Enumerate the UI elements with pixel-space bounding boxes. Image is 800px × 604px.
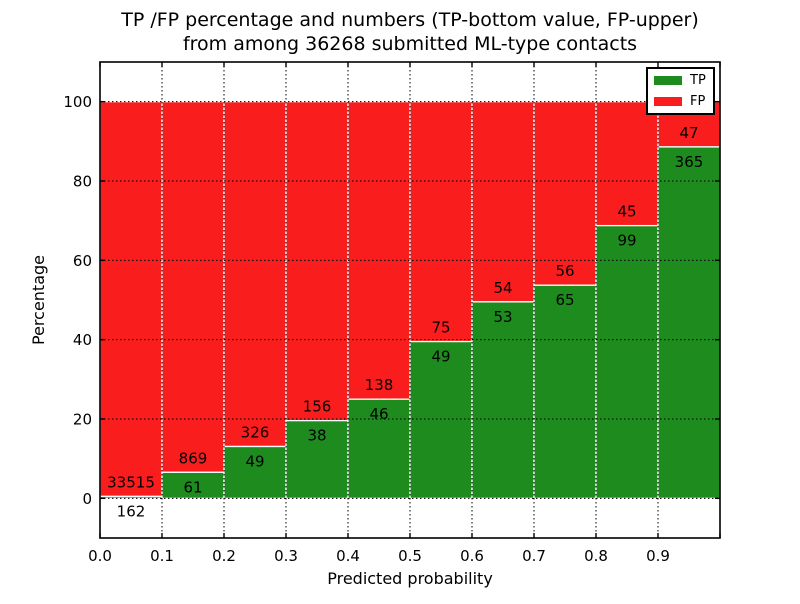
x-tick-label: 0.2 [212, 547, 236, 565]
x-tick-label: 0.0 [88, 547, 112, 565]
legend-item-tp: TP [654, 74, 707, 87]
y-tick-label: 80 [73, 173, 92, 191]
bar-fp-count-label: 869 [179, 449, 208, 467]
bar-fp-count-label: 47 [679, 124, 698, 142]
bar-tp-count-label: 61 [183, 478, 202, 496]
bar-fp-segment [223, 101, 287, 448]
bar-tp-segment [471, 301, 535, 499]
x-tick-label: 0.7 [522, 547, 546, 565]
labels-layer: 33515 162 869 61 326 49 156 38 138 46 75 49 54 53 56 65… [63, 93, 703, 565]
x-axis-label: Predicted probability [327, 569, 493, 588]
bar-tp-segment [223, 445, 287, 499]
bar-fp-count-label: 75 [431, 319, 450, 337]
bar-tp-segment [347, 398, 411, 499]
y-tick-label: 100 [63, 93, 92, 111]
bar-tp-count-label: 162 [117, 502, 146, 520]
bar-fp-segment [533, 101, 597, 286]
bar-fp-segment [285, 101, 349, 422]
bar-tp-count-label: 49 [431, 348, 450, 366]
bar-fp-count-label: 138 [365, 376, 394, 394]
legend-item-fp: FP [654, 95, 707, 108]
legend: TP FP [646, 67, 715, 115]
bar-tp-segment [409, 340, 473, 499]
y-tick-label: 40 [73, 331, 92, 349]
legend-swatch-tp-icon [654, 76, 682, 85]
bar-tp-count-label: 65 [555, 291, 574, 309]
y-tick-label: 60 [73, 252, 92, 270]
bar-tp-count-label: 365 [675, 153, 704, 171]
x-tick-label: 0.4 [336, 547, 360, 565]
x-tick-label: 0.1 [150, 547, 174, 565]
grid-layer [100, 62, 720, 538]
bar-fp-count-label: 326 [241, 424, 270, 442]
bar-fp-segment [161, 101, 225, 473]
bar-fp-count-label: 156 [303, 398, 332, 416]
bars-layer [99, 101, 721, 499]
bar-fp-segment [347, 101, 411, 400]
bar-fp-count-label: 54 [493, 279, 512, 297]
chart-title-line2: from among 36268 submitted ML-type conta… [183, 33, 637, 55]
bar-tp-segment [595, 224, 659, 499]
y-tick-label: 0 [82, 490, 92, 508]
legend-swatch-fp-icon [654, 97, 682, 106]
legend-label-fp: FP [690, 94, 706, 109]
x-tick-label: 0.3 [274, 547, 298, 565]
bar-tp-count-label: 49 [245, 453, 264, 471]
bar-tp-count-label: 38 [307, 427, 326, 445]
bar-tp-segment [657, 146, 721, 499]
x-tick-label: 0.5 [398, 547, 422, 565]
bar-tp-segment [285, 419, 349, 499]
y-tick-label: 20 [73, 411, 92, 429]
bar-tp-count-label: 99 [617, 232, 636, 250]
x-tick-label: 0.8 [584, 547, 608, 565]
bar-tp-count-label: 46 [369, 405, 388, 423]
chart-title-line1: TP /FP percentage and numbers (TP-bottom… [120, 9, 699, 31]
bar-fp-segment [409, 101, 473, 343]
y-axis-label: Percentage [29, 255, 48, 345]
bar-fp-segment [99, 101, 163, 498]
legend-label-tp: TP [690, 73, 706, 88]
bar-fp-count-label: 45 [617, 203, 636, 221]
bar-fp-count-label: 33515 [107, 473, 155, 491]
bar-tp-count-label: 53 [493, 308, 512, 326]
x-tick-label: 0.9 [646, 547, 670, 565]
axes-frame [99, 61, 721, 539]
bar-fp-segment [471, 101, 535, 303]
x-tick-label: 0.6 [460, 547, 484, 565]
bar-tp-segment [533, 284, 597, 499]
bar-fp-count-label: 56 [555, 262, 574, 280]
